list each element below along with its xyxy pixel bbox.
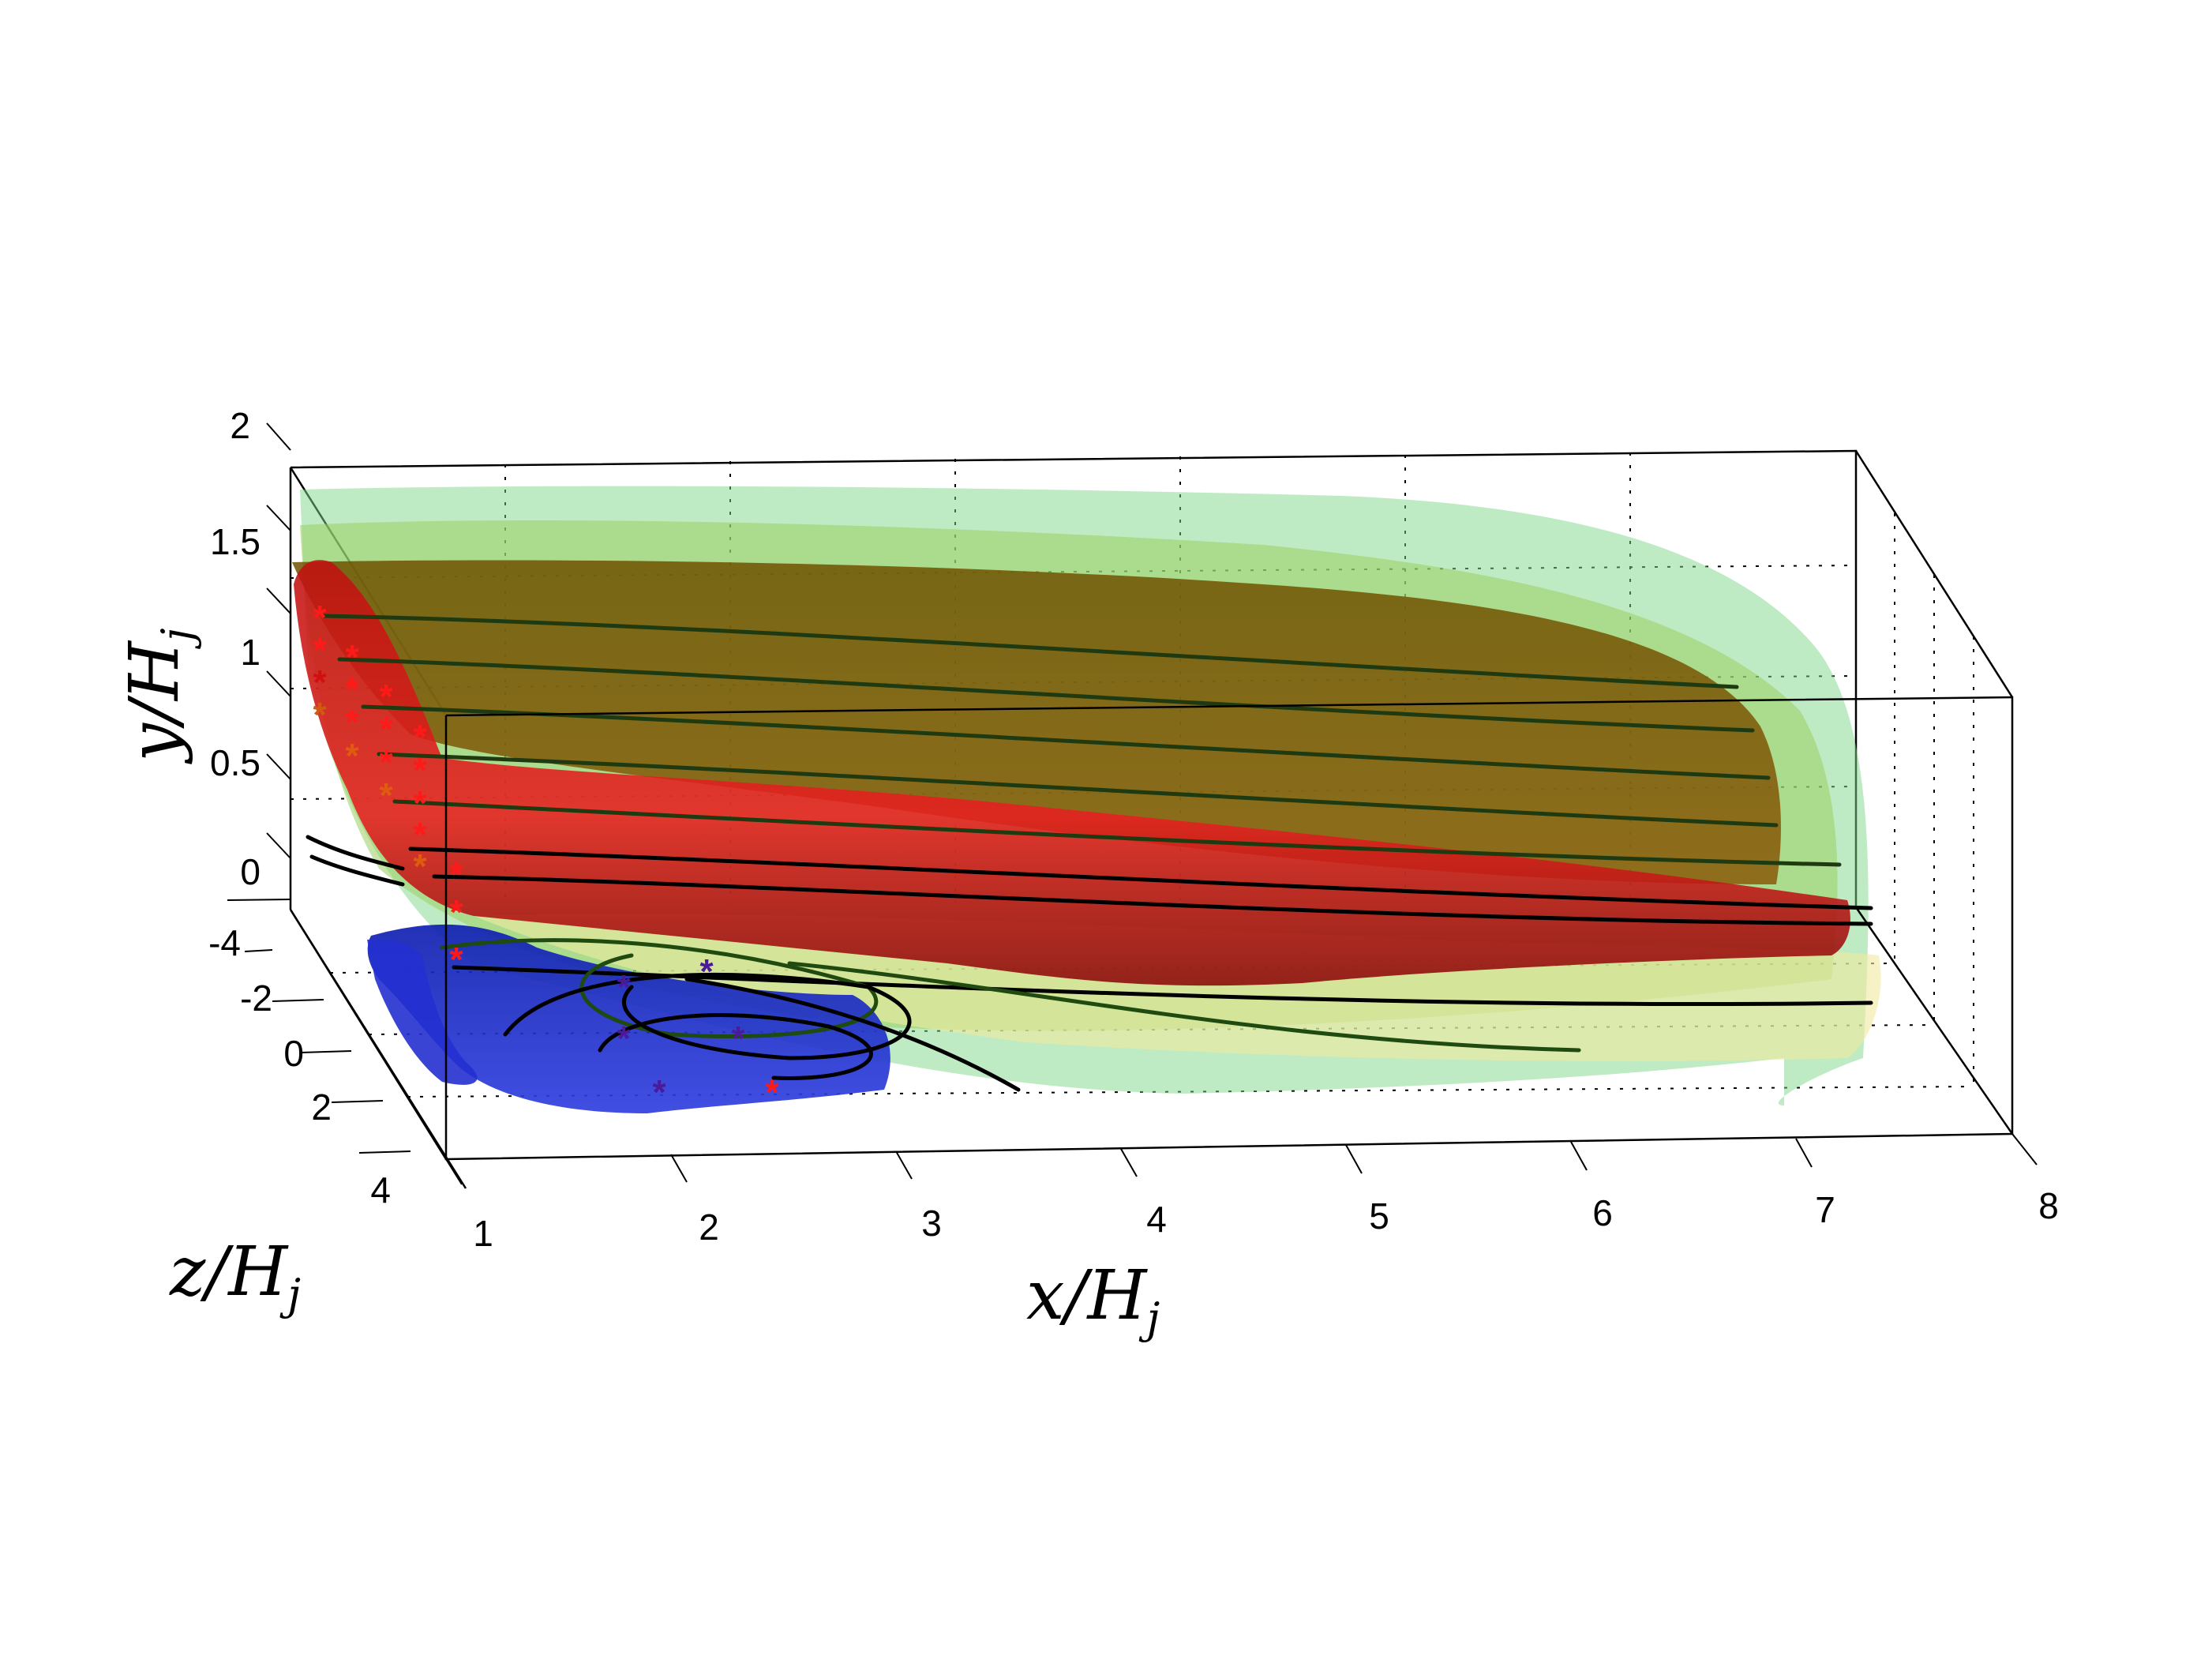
x-tick-7: 7 <box>1815 1189 1835 1230</box>
z-axis-label: z/Hj <box>169 1233 301 1319</box>
z-tick-4: 4 <box>370 1169 391 1210</box>
x-tick-3: 3 <box>921 1203 942 1244</box>
y-axis-label: y/Hj <box>115 628 202 764</box>
svg-text:*: * <box>345 703 359 741</box>
svg-text:*: * <box>345 670 359 709</box>
x-tick-6: 6 <box>1592 1192 1613 1233</box>
svg-text:*: * <box>313 663 327 702</box>
z-tick--4: -4 <box>208 922 241 963</box>
svg-text:*: * <box>449 893 463 932</box>
svg-text:*: * <box>765 1073 779 1112</box>
svg-text:*: * <box>313 599 327 637</box>
svg-text:*: * <box>617 968 631 1007</box>
x-tick-4: 4 <box>1146 1199 1167 1240</box>
svg-text:*: * <box>313 631 327 670</box>
y-tick-1: 1 <box>240 632 261 673</box>
svg-text:*: * <box>345 638 359 677</box>
svg-text:*: * <box>345 737 359 775</box>
z-tick--2: -2 <box>240 978 272 1019</box>
olive-core-isosurface <box>292 560 1781 884</box>
y-label-main: y/H <box>115 640 194 765</box>
streamlines <box>306 614 1873 1092</box>
svg-text:*: * <box>313 696 327 734</box>
svg-text:*: * <box>413 784 427 823</box>
seed-markers: * * * * * * * * * * * * * * * * * * * * … <box>313 599 779 1112</box>
svg-text:*: * <box>379 710 393 749</box>
svg-text:*: * <box>379 776 393 815</box>
svg-text:*: * <box>413 847 427 886</box>
x-label-main: x/H <box>1026 1256 1148 1335</box>
z-tick-0: 0 <box>283 1033 304 1074</box>
y-tick-0.5: 0.5 <box>210 742 261 783</box>
z-axis: -4 -2 0 2 4 <box>208 899 467 1210</box>
red-jet-core-isosurface <box>294 560 1850 986</box>
z-tick-2: 2 <box>311 1087 332 1128</box>
svg-text:*: * <box>379 677 393 716</box>
svg-text:*: * <box>379 743 393 782</box>
x-tick-1: 1 <box>473 1213 493 1254</box>
svg-text:*: * <box>449 940 463 979</box>
x-axis-label: x/Hj <box>1026 1256 1160 1343</box>
svg-text:*: * <box>413 718 427 756</box>
svg-text:*: * <box>449 855 463 894</box>
x-tick-5: 5 <box>1369 1195 1389 1237</box>
y-tick-0: 0 <box>240 851 261 892</box>
svg-text:*: * <box>731 1019 745 1058</box>
x-axis: 1 2 3 4 5 6 7 8 <box>445 1133 2059 1254</box>
x-tick-2: 2 <box>699 1207 719 1248</box>
x-tick-8: 8 <box>2038 1185 2059 1226</box>
svg-text:*: * <box>699 952 714 991</box>
blue-negative-isosurface-lower <box>367 939 478 1085</box>
svg-text:*: * <box>413 751 427 790</box>
y-tick-1.5: 1.5 <box>210 521 261 562</box>
y-tick-2: 2 <box>230 405 250 446</box>
blue-negative-isosurface <box>367 924 890 1113</box>
svg-text:*: * <box>413 816 427 854</box>
svg-text:*: * <box>617 1019 631 1058</box>
y-axis: 2 1.5 1 0.5 0 <box>210 405 291 892</box>
svg-text:*: * <box>652 1073 666 1112</box>
z-label-main: z/H <box>169 1233 289 1312</box>
svg-text:y/Hj: y/Hj <box>115 628 202 764</box>
